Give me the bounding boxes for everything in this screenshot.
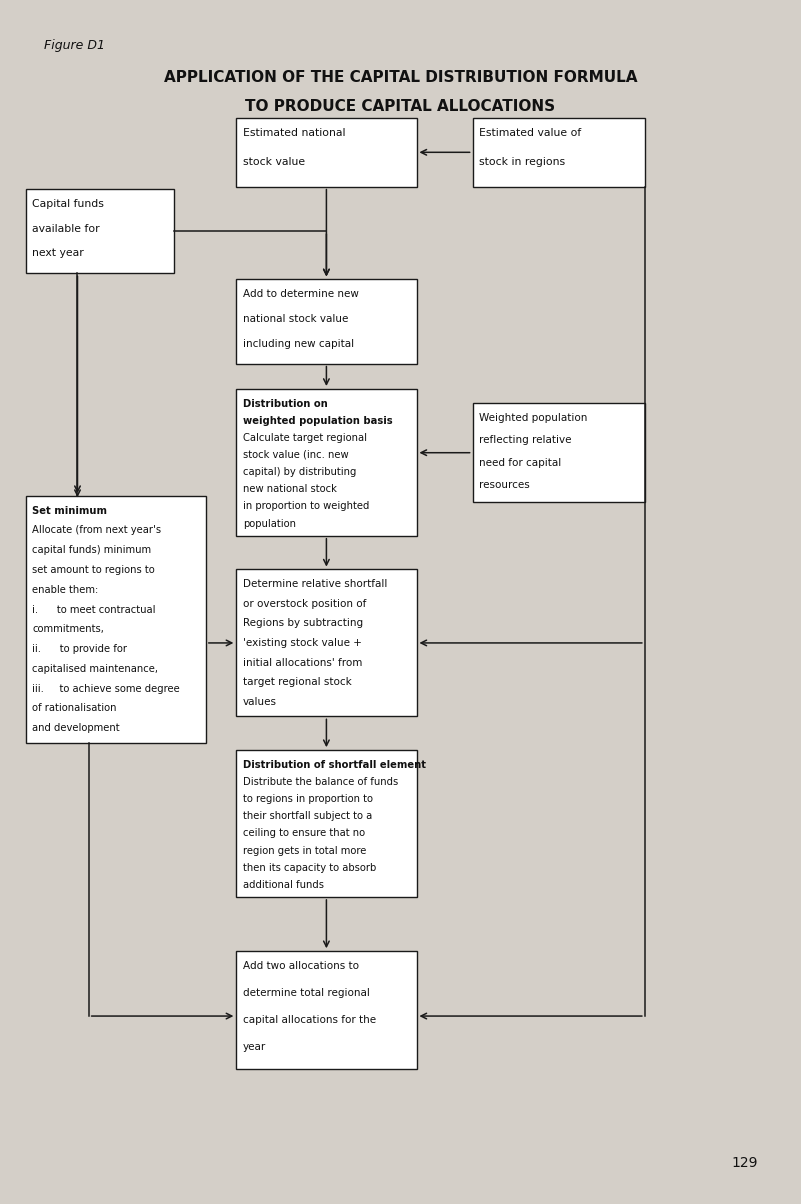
Text: target regional stock: target regional stock — [243, 677, 352, 687]
Text: and development: and development — [32, 724, 119, 733]
Text: enable them:: enable them: — [32, 585, 99, 595]
FancyBboxPatch shape — [236, 569, 417, 716]
Text: 129: 129 — [731, 1156, 759, 1170]
FancyBboxPatch shape — [473, 403, 645, 502]
Text: region gets in total more: region gets in total more — [243, 845, 366, 856]
FancyBboxPatch shape — [26, 189, 174, 273]
Text: population: population — [243, 519, 296, 529]
Text: Add two allocations to: Add two allocations to — [243, 961, 359, 970]
Text: capital) by distributing: capital) by distributing — [243, 467, 356, 477]
Text: in proportion to weighted: in proportion to weighted — [243, 501, 369, 512]
FancyBboxPatch shape — [236, 750, 417, 897]
Text: then its capacity to absorb: then its capacity to absorb — [243, 862, 376, 873]
Text: Distribute the balance of funds: Distribute the balance of funds — [243, 777, 398, 787]
Text: APPLICATION OF THE CAPITAL DISTRIBUTION FORMULA: APPLICATION OF THE CAPITAL DISTRIBUTION … — [163, 70, 638, 84]
Text: national stock value: national stock value — [243, 314, 348, 324]
FancyBboxPatch shape — [236, 389, 417, 536]
Text: available for: available for — [32, 224, 99, 234]
Text: initial allocations' from: initial allocations' from — [243, 657, 362, 667]
Text: Weighted population: Weighted population — [479, 413, 587, 423]
Text: their shortfall subject to a: their shortfall subject to a — [243, 811, 372, 821]
Text: including new capital: including new capital — [243, 338, 354, 349]
Text: Set minimum: Set minimum — [32, 506, 107, 515]
Text: determine total regional: determine total regional — [243, 987, 369, 998]
Text: Estimated national: Estimated national — [243, 128, 345, 137]
Text: additional funds: additional funds — [243, 880, 324, 890]
Text: stock value: stock value — [243, 157, 305, 167]
Text: ceiling to ensure that no: ceiling to ensure that no — [243, 828, 364, 838]
FancyBboxPatch shape — [236, 118, 417, 187]
FancyBboxPatch shape — [26, 496, 206, 743]
Text: ii.      to provide for: ii. to provide for — [32, 644, 127, 654]
Text: Estimated value of: Estimated value of — [479, 128, 582, 137]
Text: Figure D1: Figure D1 — [44, 39, 105, 52]
Text: Calculate target regional: Calculate target regional — [243, 432, 367, 443]
Text: weighted population basis: weighted population basis — [243, 415, 392, 426]
Text: stock value (inc. new: stock value (inc. new — [243, 450, 348, 460]
Text: reflecting relative: reflecting relative — [479, 436, 571, 445]
Text: Distribution on: Distribution on — [243, 399, 328, 408]
Text: capitalised maintenance,: capitalised maintenance, — [32, 663, 158, 674]
Text: resources: resources — [479, 480, 529, 490]
Text: set amount to regions to: set amount to regions to — [32, 565, 155, 576]
Text: of rationalisation: of rationalisation — [32, 703, 116, 713]
Text: stock in regions: stock in regions — [479, 157, 566, 167]
Text: iii.     to achieve some degree: iii. to achieve some degree — [32, 684, 179, 694]
Text: Regions by subtracting: Regions by subtracting — [243, 619, 363, 628]
Text: new national stock: new national stock — [243, 484, 336, 495]
Text: Determine relative shortfall: Determine relative shortfall — [243, 579, 387, 589]
Text: TO PRODUCE CAPITAL ALLOCATIONS: TO PRODUCE CAPITAL ALLOCATIONS — [245, 99, 556, 113]
Text: next year: next year — [32, 248, 84, 259]
Text: capital allocations for the: capital allocations for the — [243, 1015, 376, 1025]
Text: 'existing stock value +: 'existing stock value + — [243, 638, 361, 648]
Text: Allocate (from next year's: Allocate (from next year's — [32, 525, 161, 536]
Text: values: values — [243, 697, 276, 707]
FancyBboxPatch shape — [236, 279, 417, 364]
Text: need for capital: need for capital — [479, 458, 562, 467]
Text: or overstock position of: or overstock position of — [243, 598, 366, 609]
Text: i.      to meet contractual: i. to meet contractual — [32, 604, 155, 614]
Text: commitments,: commitments, — [32, 625, 104, 635]
Text: Distribution of shortfall element: Distribution of shortfall element — [243, 760, 425, 769]
Text: capital funds) minimum: capital funds) minimum — [32, 545, 151, 555]
Text: Add to determine new: Add to determine new — [243, 289, 359, 299]
Text: year: year — [243, 1041, 266, 1052]
FancyBboxPatch shape — [473, 118, 645, 187]
Text: Capital funds: Capital funds — [32, 199, 104, 208]
FancyBboxPatch shape — [236, 951, 417, 1069]
Text: to regions in proportion to: to regions in proportion to — [243, 795, 372, 804]
